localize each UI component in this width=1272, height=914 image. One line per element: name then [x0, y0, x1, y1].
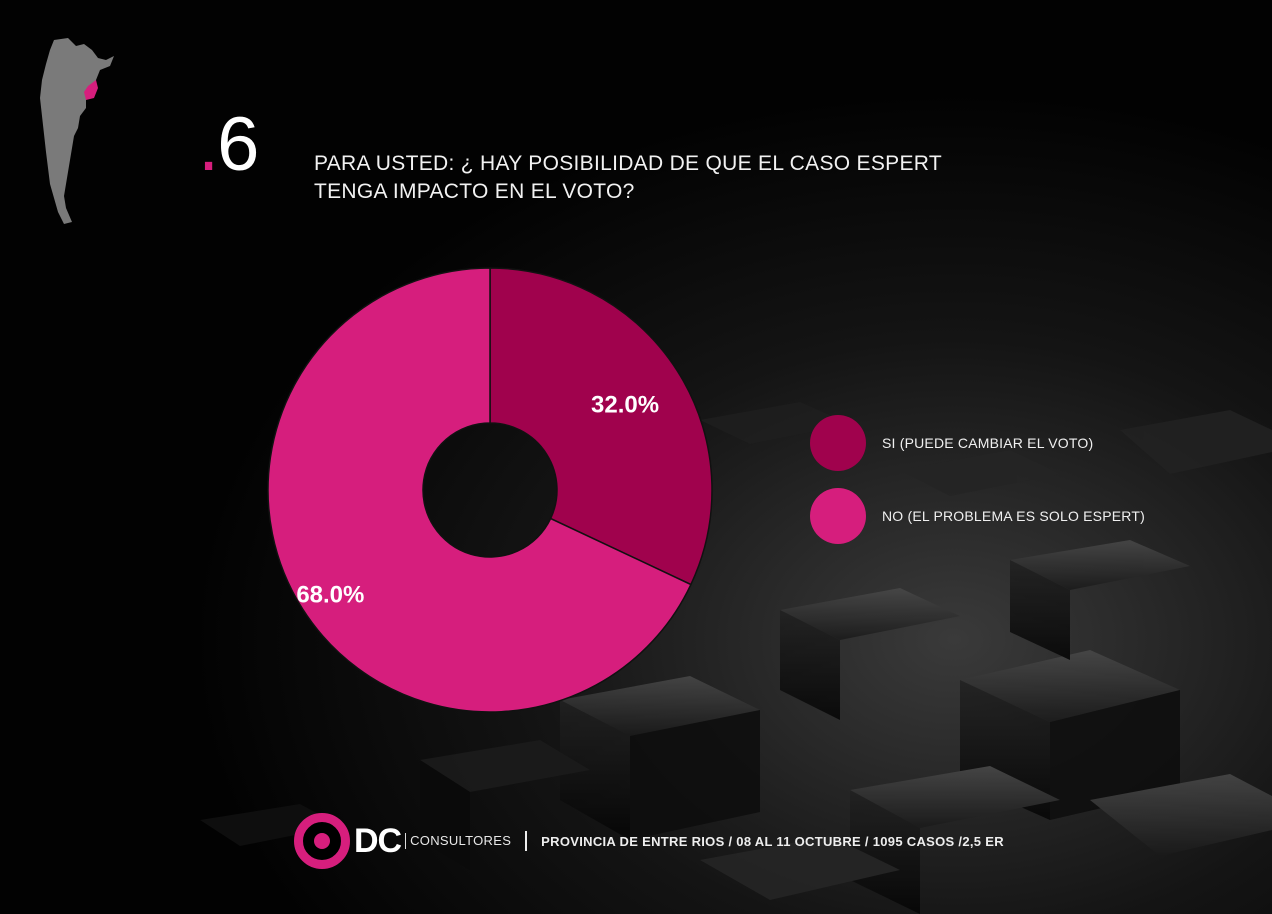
- chart-slices: [267, 267, 713, 713]
- question-line-2: TENGA IMPACTO EN EL VOTO?: [314, 180, 635, 203]
- donut-chart: 32.0% 68.0%: [267, 267, 713, 713]
- question-title: PARA USTED: ¿ HAY POSIBILIDAD DE QUE EL …: [314, 150, 1034, 206]
- dc-target-logo-icon: [294, 813, 350, 869]
- logo-core: [314, 833, 330, 849]
- footer: DC CONSULTORES PROVINCIA DE ENTRE RIOS /…: [294, 812, 1004, 870]
- legend-swatch-no: [810, 488, 866, 544]
- footer-divider: [525, 831, 528, 851]
- slice-si: [489, 267, 713, 586]
- slide-number: .6: [198, 100, 259, 190]
- question-line-1: PARA USTED: ¿ HAY POSIBILIDAD DE QUE EL …: [314, 152, 942, 175]
- logo-subtitle: CONSULTORES: [405, 833, 511, 849]
- legend-label-no: NO (EL PROBLEMA ES SOLO ESPERT): [882, 508, 1145, 524]
- chart-value-labels: 32.0% 68.0%: [296, 391, 659, 608]
- logo-text: DC: [354, 821, 402, 860]
- legend-swatch-si: [810, 415, 866, 471]
- legend-item-no: NO (EL PROBLEMA ES SOLO ESPERT): [810, 488, 1145, 544]
- slide-number-dot: .: [198, 102, 219, 187]
- footer-info: PROVINCIA DE ENTRE RIOS / 08 AL 11 OCTUB…: [541, 833, 1004, 849]
- legend-item-si: SI (PUEDE CAMBIAR EL VOTO): [810, 415, 1093, 471]
- argentina-map-icon: [40, 38, 114, 224]
- legend-label-si: SI (PUEDE CAMBIAR EL VOTO): [882, 435, 1094, 451]
- slice-no: [267, 267, 692, 713]
- slice-no-label: 68.0%: [296, 581, 364, 608]
- slide-number-digit: 6: [217, 102, 259, 187]
- slice-si-label: 32.0%: [591, 391, 659, 418]
